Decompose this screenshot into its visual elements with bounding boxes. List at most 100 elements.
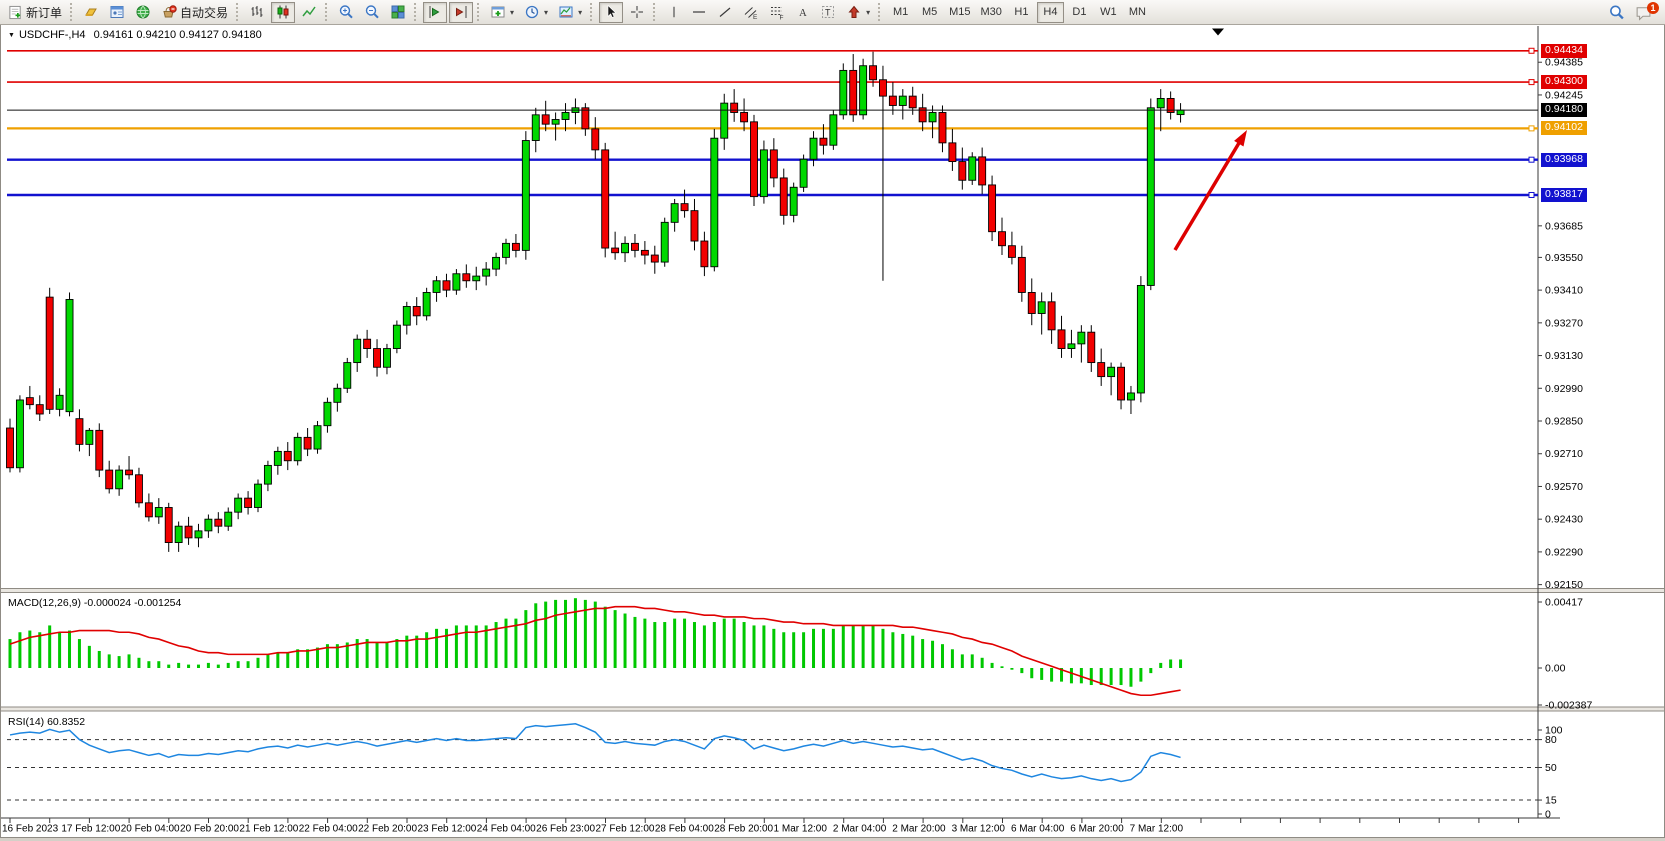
toolbar-grip	[325, 3, 329, 21]
candlestick-chart-button[interactable]	[271, 1, 296, 23]
bar-chart-button[interactable]	[245, 2, 269, 23]
price-axis-tick: 100	[1545, 725, 1563, 737]
equidistant-channel-button[interactable]: E	[739, 2, 763, 23]
new-order-button[interactable]: 新订单	[4, 2, 66, 23]
timeframe-w1-button[interactable]: W1	[1095, 2, 1122, 23]
notifications-button[interactable]: 1	[1631, 1, 1659, 23]
periods-button[interactable]: ▾	[520, 2, 552, 23]
svg-text:A: A	[799, 8, 807, 19]
dropdown-icon: ▾	[544, 7, 549, 17]
time-axis-label: 26 Feb 23:00	[536, 824, 595, 835]
vertical-line-button[interactable]	[662, 2, 685, 23]
candles-group	[6, 51, 1185, 552]
zoom-in-icon	[339, 5, 353, 19]
time-axis-label: 20 Feb 04:00	[121, 824, 180, 835]
cursor-button[interactable]	[599, 1, 624, 23]
price-axis-tick: 0.93130	[1545, 350, 1583, 362]
price-level-tag: 0.94300	[1541, 75, 1587, 90]
price-axis-tick: 0.00	[1545, 663, 1566, 675]
autotrading-button[interactable]: 自动交易	[157, 2, 232, 23]
zoom-out-button[interactable]	[360, 2, 384, 23]
trendline-icon	[719, 7, 731, 17]
autotrading-icon	[163, 5, 177, 18]
vertical-line-icon	[673, 6, 675, 18]
toolbar-grip	[236, 3, 240, 21]
time-axis-label: 17 Feb 12:00	[61, 824, 120, 835]
fibonacci-button[interactable]: F	[765, 2, 789, 23]
crosshair-button[interactable]	[625, 2, 649, 23]
indicators-icon	[491, 6, 505, 18]
time-axis-label: 1 Mar 12:00	[774, 824, 828, 835]
line-chart-button[interactable]	[297, 2, 321, 23]
arrows-button[interactable]: ▾	[842, 2, 874, 23]
timeframe-d1-button[interactable]: D1	[1066, 2, 1093, 23]
timeframe-m15-button[interactable]: M15	[945, 2, 974, 23]
price-axis-tick: 0.93270	[1545, 317, 1583, 329]
indicators-button[interactable]: ▾	[486, 2, 518, 23]
toolbar-right-group: 1	[1603, 1, 1662, 23]
zoom-in-button[interactable]	[334, 2, 358, 23]
time-axis-label: 3 Mar 12:00	[952, 824, 1006, 835]
price-axis-tick: 0.92850	[1545, 416, 1583, 428]
timeframe-m1-button[interactable]: M1	[887, 2, 914, 23]
tile-windows-icon	[391, 5, 405, 19]
rsi-label: RSI(14) 60.8352	[8, 716, 86, 728]
chart-dropdown-icon[interactable]: ▼	[8, 32, 15, 39]
price-level-tag: 0.93968	[1541, 152, 1587, 167]
template-icon	[559, 6, 573, 18]
navigator-button[interactable]	[131, 2, 155, 23]
text-button[interactable]: A	[791, 2, 814, 23]
price-axis-tick: 0.94245	[1545, 89, 1583, 101]
timeframe-m30-button[interactable]: M30	[977, 2, 1006, 23]
price-axis-tick: -0.002387	[1545, 700, 1592, 712]
trend-arrow-object	[1173, 142, 1241, 251]
chart-shift-button[interactable]	[449, 1, 474, 23]
macd-histogram	[8, 598, 1183, 687]
search-button[interactable]	[1604, 2, 1629, 23]
trendline-button[interactable]	[713, 2, 737, 23]
tile-windows-button[interactable]	[386, 2, 410, 23]
timeframe-h4-button[interactable]: H4	[1036, 1, 1064, 23]
metaeditor-button[interactable]	[79, 2, 103, 23]
timeframe-toolbar: M1 M5 M15 M30 H1 H4 D1 W1 MN	[886, 1, 1152, 23]
price-level-tag: 0.94102	[1541, 121, 1587, 136]
price-axis-tick: 0.92150	[1545, 579, 1583, 591]
chart-canvas[interactable]: 16 Feb 2023 17 Feb 12:00 20 Feb 04:00 20 Fe…	[1, 25, 1664, 836]
chart-shift-icon	[456, 6, 467, 18]
arrow-object-icon	[848, 5, 860, 18]
templates-button[interactable]: ▾	[554, 2, 586, 23]
timeframe-h1-button[interactable]: H1	[1008, 2, 1035, 23]
time-axis-label: 6 Mar 04:00	[1011, 824, 1065, 835]
dropdown-icon: ▾	[866, 7, 871, 17]
cursor-icon	[607, 4, 617, 18]
price-axis-tick: 80	[1545, 734, 1557, 746]
text-label-button[interactable]: T	[816, 2, 840, 23]
symbol-timeframe-label: USDCHF-,H4	[18, 29, 86, 41]
timeframe-m5-button[interactable]: M5	[916, 2, 943, 23]
chart-title[interactable]: ▼ USDCHF-,H4 0.94161 0.94210 0.94127 0.941…	[8, 29, 262, 41]
price-axis-tick: 0.00417	[1545, 597, 1583, 609]
rsi-line	[9, 723, 1181, 783]
text-icon: A	[799, 8, 807, 19]
toolbar-grip	[70, 3, 74, 21]
data-window-icon	[110, 6, 124, 18]
fibonacci-icon: F	[771, 7, 784, 20]
time-axis-label: 28 Feb 04:00	[655, 824, 714, 835]
price-axis-tick: 0.92710	[1545, 448, 1583, 460]
equidistant-channel-icon: E	[744, 7, 758, 20]
data-window-button[interactable]	[105, 2, 129, 23]
price-axis-tick: 0.93550	[1545, 252, 1583, 264]
time-axis-label: 21 Feb 12:00	[239, 824, 298, 835]
clock-icon	[525, 5, 539, 19]
auto-scroll-button[interactable]	[423, 1, 448, 23]
timeframe-mn-button[interactable]: MN	[1124, 2, 1151, 23]
price-axis-tick: 50	[1545, 762, 1557, 774]
notification-badge: 1	[1647, 1, 1659, 14]
search-icon	[1610, 5, 1624, 19]
horizontal-line-button[interactable]	[687, 2, 711, 23]
zoom-out-icon	[365, 5, 379, 19]
trend-arrow-head	[1234, 130, 1247, 147]
time-axis-label: 22 Feb 04:00	[299, 824, 358, 835]
autotrading-label: 自动交易	[180, 5, 229, 20]
price-axis-tick: 0.92990	[1545, 383, 1583, 395]
